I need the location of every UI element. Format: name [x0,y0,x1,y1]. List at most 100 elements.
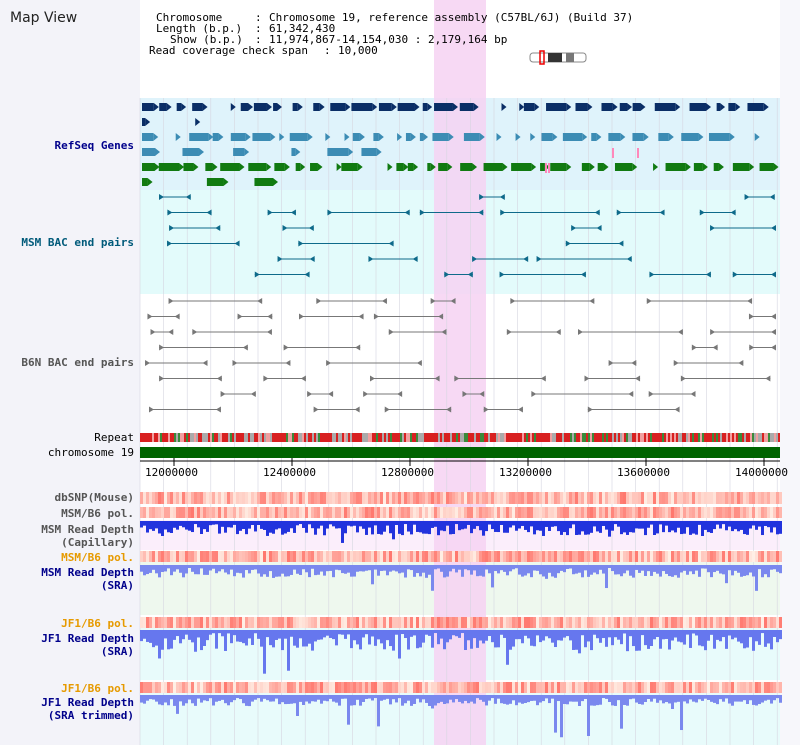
depth-bar [356,695,359,700]
heat-cell [509,492,512,504]
depth-bar [491,630,494,643]
depth-bar [578,565,581,573]
depth-bar [389,630,392,647]
depth-bar [440,521,443,531]
gene-arrow [534,103,540,111]
heat-cell [716,682,719,693]
gene-block [463,133,480,141]
depth-bar [362,521,365,529]
heat-cell [263,492,266,504]
gene-block [233,148,245,156]
depth-bar [659,521,662,525]
depth-bar [233,695,236,701]
depth-bar [596,565,599,575]
heat-cell [149,551,152,562]
gene-block [142,163,155,171]
bac-end [430,298,436,304]
depth-bar [530,630,533,646]
depth-bar [716,565,719,571]
heat-cell [431,507,434,518]
heat-cell [260,682,263,693]
depth-bar [644,565,647,576]
heat-cell [545,551,548,562]
depth-bar [155,521,158,529]
depth-bar [197,565,200,575]
depth-bar [380,521,383,535]
gene-block [562,133,583,141]
depth-bar [419,695,422,703]
depth-bar [317,521,320,529]
depth-bar [734,521,737,530]
heat-cell [335,617,338,628]
heat-cell [302,617,305,628]
heat-cell [218,617,221,628]
depth-bar [554,630,557,648]
heat-cell [368,617,371,628]
depth-bar [203,630,206,647]
heat-cell [644,617,647,628]
depth-bar [752,695,755,705]
depth-bar [482,521,485,536]
depth-bar [632,565,635,578]
heat-cell [287,682,290,693]
repeat-cell [480,433,482,442]
depth-bar [698,630,701,646]
bac-end [381,298,387,304]
gene-block [183,163,194,171]
gene-block [289,133,308,141]
bac-end [159,194,165,200]
bac-end [479,194,485,200]
repeat-cell [616,433,618,442]
depth-bar [317,630,320,640]
heat-cell [485,682,488,693]
heat-cell [368,492,371,504]
depth-bar [272,565,275,578]
depth-bar [341,695,344,699]
heat-cell [389,682,392,693]
depth-bar [479,521,482,531]
repeat-cell [410,433,412,442]
depth-bar [704,521,707,530]
heat-cell [761,682,764,693]
bac-end [232,360,238,366]
heat-cell [470,617,473,628]
heat-cell [665,507,668,518]
depth-bar [680,695,683,731]
gene-block [591,133,597,141]
gene-arrow [193,163,199,171]
depth-bar [323,565,326,576]
heat-cell [596,492,599,504]
heat-cell [416,617,419,628]
depth-bar [353,630,356,641]
depth-bar [488,630,491,637]
heat-cell [542,551,545,562]
depth-bar [581,565,584,578]
depth-bar [533,695,536,701]
heat-cell [569,507,572,518]
depth-bar [737,695,740,702]
repeat-cell [464,433,466,442]
bac-end [510,298,516,304]
heat-cell [212,492,215,504]
heat-cell [188,492,191,504]
track-label-b6n-bac: B6N BAC end pairs [21,356,134,369]
repeat-cell [288,433,290,442]
heat-cell [353,492,356,504]
heat-cell [281,682,284,693]
heat-cell [722,492,725,504]
depth-bar [518,521,521,529]
repeat-cell [280,433,282,442]
heat-cell [260,507,263,518]
gene-block [575,103,588,111]
bac-end [616,209,622,216]
heat-cell [626,492,629,504]
depth-bar [140,630,143,642]
depth-bar [251,695,254,702]
depth-bar [242,521,245,530]
depth-bar [554,695,557,733]
heat-cell [728,682,731,693]
depth-bar [572,630,575,650]
depth-bar [620,630,623,645]
depth-bar [404,565,407,578]
